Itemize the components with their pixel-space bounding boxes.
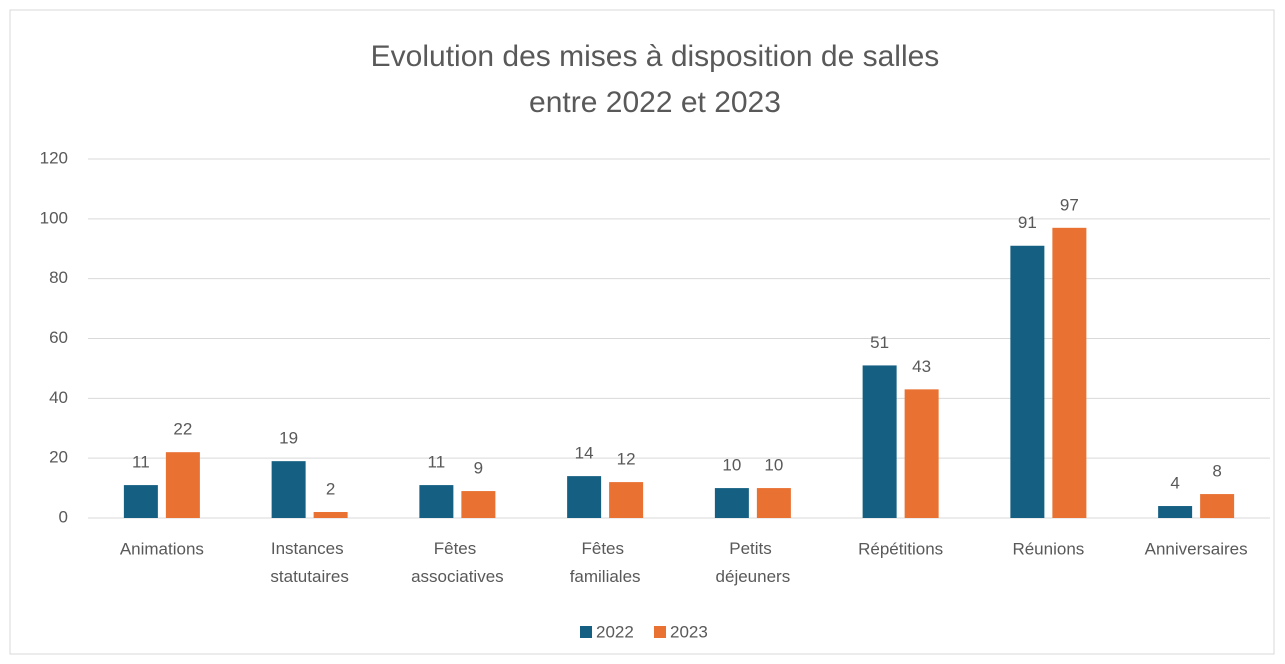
x-tick-label: Instances statutaires xyxy=(270,539,348,586)
bar xyxy=(756,488,791,518)
bar xyxy=(123,485,158,518)
data-label: 22 xyxy=(173,420,192,439)
data-label: 14 xyxy=(575,444,594,463)
data-label: 10 xyxy=(722,456,741,475)
x-tick-label-line: Instances xyxy=(271,539,349,558)
x-tick-label-line: statutaires xyxy=(270,567,348,586)
x-tick-label: Répétitions xyxy=(858,539,943,558)
x-tick-label: Réunions xyxy=(1012,539,1084,558)
x-tick-label: Fêtes familiales xyxy=(570,539,641,586)
y-tick-label: 100 xyxy=(40,208,68,227)
y-tick-label: 20 xyxy=(49,448,68,467)
bar xyxy=(419,485,454,518)
x-tick-label-line: Fêtes xyxy=(582,539,629,558)
y-tick-label: 80 xyxy=(49,268,68,287)
bar xyxy=(461,491,496,518)
data-label: 12 xyxy=(617,450,636,469)
bar xyxy=(862,365,897,518)
chart-title: Evolution des mises à disposition de sal… xyxy=(371,40,940,73)
bar xyxy=(271,461,306,518)
x-tick-label-line: Petits xyxy=(729,539,776,558)
x-tick-label-line: Fêtes xyxy=(434,539,481,558)
x-tick-label: Fêtes associatives xyxy=(411,539,504,586)
y-tick-label: 40 xyxy=(49,388,68,407)
data-label: 51 xyxy=(870,333,889,352)
chart-title: entre 2022 et 2023 xyxy=(529,86,781,119)
data-label: 10 xyxy=(764,456,783,475)
legend-swatch xyxy=(580,626,592,638)
bar xyxy=(714,488,749,518)
legend-label: 2023 xyxy=(670,622,708,641)
y-tick-label: 0 xyxy=(59,507,68,526)
data-label: 9 xyxy=(474,459,483,478)
legend-swatch xyxy=(654,626,666,638)
y-tick-label: 60 xyxy=(49,328,68,347)
bar xyxy=(1052,227,1087,518)
data-label: 11 xyxy=(428,453,446,472)
bar xyxy=(904,389,939,518)
bar xyxy=(1010,245,1045,518)
bar xyxy=(165,452,200,518)
x-tick-label: Animations xyxy=(120,539,204,558)
data-label: 91 xyxy=(1018,213,1037,232)
bar xyxy=(567,476,602,518)
data-label: 97 xyxy=(1060,195,1079,214)
x-tick-label-line: familiales xyxy=(570,567,641,586)
data-label: 43 xyxy=(912,357,931,376)
bar xyxy=(1200,494,1235,518)
data-label: 11 xyxy=(132,453,150,472)
x-tick-label-line: déjeuners xyxy=(716,567,791,586)
bar xyxy=(313,512,348,518)
data-label: 2 xyxy=(326,480,335,499)
x-tick-label: Petits déjeuners xyxy=(716,539,791,586)
legend-label: 2022 xyxy=(596,622,634,641)
data-label: 8 xyxy=(1212,462,1221,481)
x-tick-label-line: associatives xyxy=(411,567,504,586)
x-tick-label: Anniversaires xyxy=(1145,539,1248,558)
bar xyxy=(609,482,644,518)
data-label: 4 xyxy=(1170,474,1179,493)
bar xyxy=(1158,506,1193,518)
data-label: 19 xyxy=(279,429,298,448)
y-tick-label: 120 xyxy=(40,148,68,167)
